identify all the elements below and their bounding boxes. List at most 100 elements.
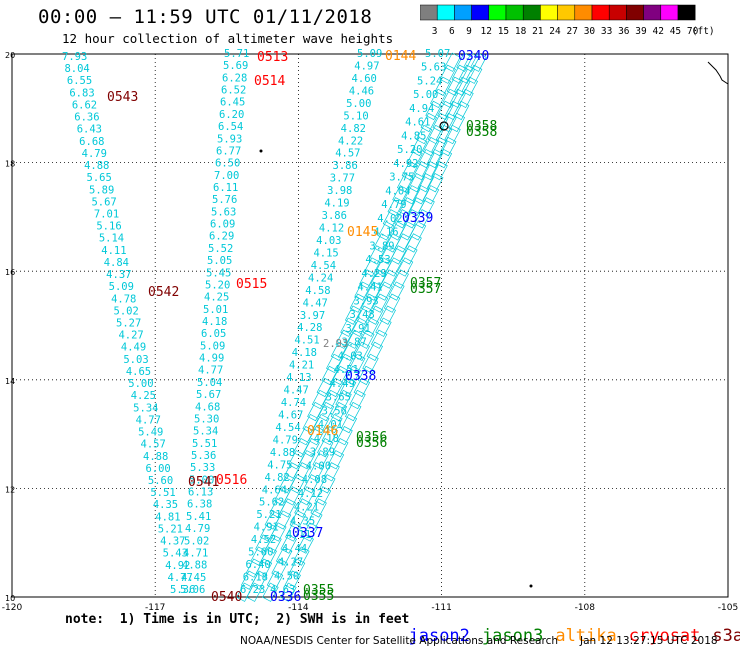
time-label-jason2: 0337 [292, 526, 323, 541]
swath-mark [415, 124, 433, 145]
swh-value: 5.33 [190, 462, 215, 474]
swath-mark [389, 221, 406, 241]
swath-mark [381, 269, 398, 289]
swh-value: 4.79 [273, 434, 298, 446]
swh-value: 4.18 [202, 316, 227, 328]
swath-mark [431, 160, 448, 181]
swh-value: 5.04 [197, 377, 222, 389]
legend-jason3: jason3 [481, 626, 544, 646]
swath-mark [345, 401, 362, 422]
swh-value: 6.00 [145, 463, 170, 475]
swath-mark [444, 52, 461, 72]
swath-mark [412, 185, 430, 205]
swh-value: 6.28 [222, 72, 247, 84]
swh-value: 4.37 [106, 269, 131, 281]
swh-value: 5.60 [148, 475, 173, 487]
swath-mark [418, 148, 435, 169]
swh-value: 4.13 [286, 372, 311, 384]
swath-mark [294, 498, 311, 518]
swath-mark [314, 486, 332, 506]
swath-mark [284, 570, 301, 590]
swath-mark [310, 498, 327, 518]
swh-value: 4.88 [270, 447, 295, 459]
swh-value: 4.92 [165, 560, 190, 572]
isolated-swh: 2.93 [323, 338, 348, 350]
swh-value: 5.34 [193, 426, 218, 438]
swath-mark [298, 486, 316, 506]
swh-value: 5.34 [133, 402, 158, 414]
swh-value: 5.36 [170, 584, 195, 596]
lat-tick-label: 14 [5, 377, 15, 386]
swh-value: 4.75 [267, 459, 292, 471]
swh-value: 6.43 [77, 124, 102, 136]
generation-timestamp: Jan 12 13:27:15 UTC 2018 [580, 635, 718, 647]
time-label-s3a: 0540 [211, 590, 242, 605]
swh-value: 5.89 [89, 184, 114, 196]
time-label-jason3: 0358 [466, 125, 497, 140]
lat-tick-label: 18 [5, 160, 15, 169]
swh-value: 5.71 [224, 48, 249, 60]
swath-mark [370, 329, 388, 349]
lon-tick-label: -105 [718, 603, 738, 613]
swh-value: 4.28 [297, 322, 322, 334]
swath-mark [373, 233, 390, 253]
swath-mark [274, 486, 291, 506]
legend-s3a: s3a [712, 626, 740, 646]
swh-value: 5.09 [357, 48, 382, 60]
scale-label: 27 [566, 26, 577, 37]
swath-mark [280, 582, 297, 602]
swath-mark [360, 293, 378, 313]
swh-value: 4.21 [289, 360, 314, 372]
swath-mark [432, 112, 449, 133]
swath-mark [362, 353, 379, 374]
time-label-jason2: 0340 [458, 49, 489, 64]
swh-value: 3.75 [389, 172, 414, 184]
time-label-s3a: 0541 [188, 475, 219, 490]
swh-value: 5.27 [116, 318, 141, 330]
swath-mark [332, 365, 349, 386]
swath-mark [440, 136, 457, 157]
swh-value: 6.62 [72, 99, 97, 111]
swh-value: 6.55 [67, 75, 92, 87]
swh-value: 4.18 [314, 433, 339, 445]
swath-mark [340, 413, 358, 434]
swh-value: 4.52 [251, 534, 276, 546]
swath-mark [366, 341, 384, 361]
swath-mark [351, 317, 368, 337]
swath-mark [413, 160, 430, 181]
time-label-cryosat: 0513 [257, 50, 288, 65]
swath-mark [422, 185, 440, 205]
swh-value: 4.03 [316, 235, 341, 247]
time-label-cryosat: 0514 [254, 74, 285, 89]
island-dot [529, 584, 533, 588]
swh-value: 4.85 [401, 130, 426, 142]
swath-mark [418, 197, 435, 217]
swath-mark [379, 245, 397, 265]
swath-mark [363, 257, 381, 277]
scale-label: 12 [480, 26, 491, 37]
swh-value: 6.11 [213, 182, 238, 194]
swh-value: 5.51 [150, 487, 175, 499]
swath-mark [446, 76, 464, 96]
swh-value: 4.25 [204, 292, 229, 304]
swath-mark [323, 462, 340, 482]
swh-value: 5.16 [96, 221, 121, 233]
swh-value: 4.18 [292, 347, 317, 359]
swh-value: 6.50 [215, 158, 240, 170]
swath-mark [427, 124, 445, 145]
swath-mark [379, 305, 396, 325]
swath-mark [365, 281, 382, 301]
swh-value: 5.76 [212, 194, 237, 206]
scale-swatch [677, 4, 696, 21]
swath-mark [321, 365, 338, 386]
swh-value: 4.64 [262, 484, 287, 496]
swh-value: 5.51 [192, 438, 217, 450]
swh-value: 4.77 [168, 572, 193, 584]
swh-value: 4.81 [155, 511, 180, 523]
scale-label: 36 [618, 26, 630, 37]
swath-mark [417, 173, 434, 193]
swath-mark [448, 112, 466, 133]
swh-value: 5.63 [421, 62, 446, 74]
swath-mark [330, 401, 348, 422]
swath-mark [388, 281, 405, 301]
